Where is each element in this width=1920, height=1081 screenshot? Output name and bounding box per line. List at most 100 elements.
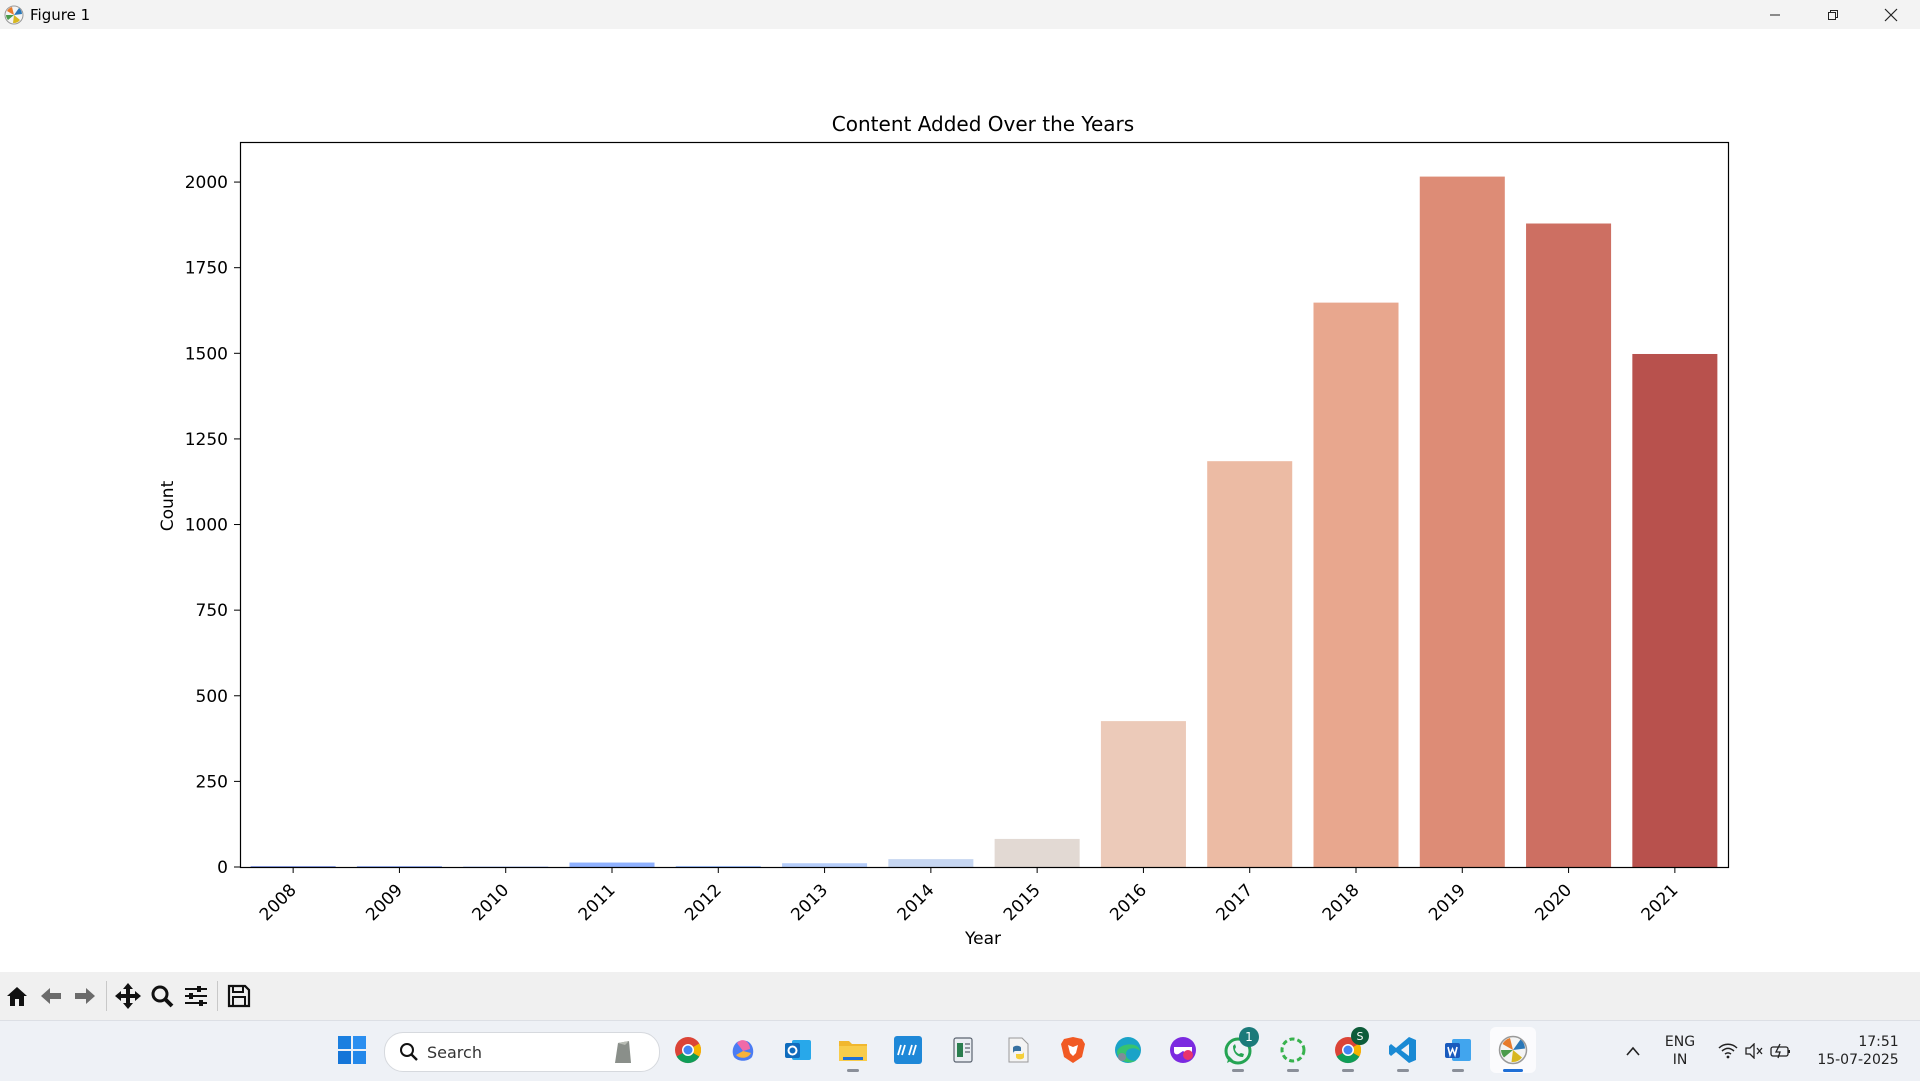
quick-settings-button[interactable] <box>1712 1021 1798 1081</box>
y-tick-label: 1750 <box>185 259 228 279</box>
toolbar-separator <box>217 981 218 1011</box>
y-tick-label: 1500 <box>185 344 228 364</box>
minimize-button[interactable] <box>1746 0 1804 29</box>
bar-2015 <box>994 838 1080 867</box>
home-icon <box>7 987 27 1006</box>
navigation-toolbar <box>0 972 1920 1020</box>
clock-time: 17:51 <box>1858 1034 1899 1050</box>
x-tick-label: 2012 <box>681 880 726 925</box>
clock-button[interactable]: 17:51 15-07-2025 <box>1810 1021 1906 1081</box>
pan-button[interactable] <box>111 979 145 1013</box>
language-code: ENG <box>1664 1034 1696 1050</box>
taskbar-vscode[interactable] <box>1380 1027 1426 1073</box>
x-tick-label: 2009 <box>362 880 407 925</box>
bar-2020 <box>1526 223 1612 868</box>
bar-2009 <box>356 866 442 867</box>
running-indicator <box>1397 1069 1409 1072</box>
chart-title: Content Added Over the Years <box>832 112 1134 136</box>
chrome-icon <box>675 1037 702 1064</box>
restore-icon <box>1828 9 1838 20</box>
matplotlib-app-icon <box>4 5 24 24</box>
word-icon <box>1445 1039 1471 1061</box>
whatsapp-badge: 1 <box>1239 1027 1259 1047</box>
figure-canvas[interactable]: Content Added Over the Years 0 250 500 750 1… <box>0 29 1920 972</box>
window-titlebar: Figure 1 <box>0 0 1920 29</box>
bar-2021 <box>1632 353 1718 867</box>
language-region: IN <box>1672 1052 1688 1068</box>
x-tick-label: 2014 <box>894 880 939 925</box>
home-button[interactable] <box>0 979 34 1013</box>
wifi-icon <box>1718 1043 1738 1059</box>
forward-arrow-icon <box>75 988 95 1004</box>
y-tick-label: 2000 <box>185 173 228 193</box>
y-tick-label: 750 <box>196 601 228 621</box>
forward-button[interactable] <box>68 979 102 1013</box>
mask-icon <box>1170 1037 1196 1063</box>
taskbar-search[interactable]: Search <box>384 1032 660 1072</box>
taskbar-brave[interactable] <box>1050 1027 1096 1073</box>
folder-icon <box>839 1041 867 1061</box>
restore-button[interactable] <box>1804 0 1862 29</box>
zoom-icon <box>151 985 174 1008</box>
close-button[interactable] <box>1862 0 1920 29</box>
language-indicator[interactable]: ENG IN <box>1660 1021 1700 1081</box>
chevron-up-icon <box>1626 1046 1640 1056</box>
bar-2011 <box>569 862 655 867</box>
bar-chart: Content Added Over the Years 0 250 500 750 1… <box>158 112 1730 949</box>
outlook-icon <box>785 1040 811 1060</box>
x-tick-label: 2015 <box>1000 880 1045 925</box>
minimize-icon <box>1770 14 1780 15</box>
taskbar-vpn[interactable] <box>1160 1027 1206 1073</box>
bar-2019 <box>1419 176 1505 867</box>
taskbar-chrome[interactable] <box>665 1027 711 1073</box>
bar-2017 <box>1207 461 1293 867</box>
taskbar-loading-app[interactable] <box>1270 1027 1316 1073</box>
bar-2012 <box>675 865 761 867</box>
notepad-icon <box>953 1037 973 1063</box>
copilot-icon <box>732 1040 754 1061</box>
configure-subplots-icon <box>185 986 207 1006</box>
x-tick-label: 2019 <box>1425 880 1470 925</box>
taskbar-whatsapp[interactable]: 1 <box>1215 1027 1261 1073</box>
matplotlib-icon <box>1498 1035 1528 1065</box>
bar-2013 <box>782 863 868 867</box>
myhp-icon <box>894 1036 922 1064</box>
taskbar-word[interactable] <box>1435 1027 1481 1073</box>
bar-2008 <box>250 866 336 867</box>
taskbar-copilot[interactable] <box>720 1027 766 1073</box>
taskbar-myhp[interactable] <box>885 1027 931 1073</box>
python-file-icon <box>1008 1037 1029 1063</box>
taskbar-edge[interactable] <box>1105 1027 1151 1073</box>
back-button[interactable] <box>34 979 68 1013</box>
toolbar-separator <box>106 981 107 1011</box>
taskbar-python[interactable] <box>995 1027 1041 1073</box>
brave-icon <box>1061 1037 1085 1063</box>
configure-subplots-button[interactable] <box>179 979 213 1013</box>
x-tick-label: 2018 <box>1319 880 1364 925</box>
zoom-button[interactable] <box>145 979 179 1013</box>
y-axis-label: Count <box>158 480 178 531</box>
taskbar-notepad[interactable] <box>940 1027 986 1073</box>
y-tick-label: 1250 <box>185 430 228 450</box>
x-tick-label: 2016 <box>1106 880 1151 925</box>
x-axis-label: Year <box>964 929 1001 949</box>
taskbar-matplotlib-figure[interactable] <box>1490 1027 1536 1073</box>
save-icon <box>227 984 251 1008</box>
taskbar-file-explorer[interactable] <box>830 1027 876 1073</box>
back-arrow-icon <box>41 988 61 1004</box>
taskbar-outlook[interactable] <box>775 1027 821 1073</box>
taskbar: Search 1 S <box>0 1020 1920 1081</box>
save-button[interactable] <box>222 979 256 1013</box>
y-tick-label: 0 <box>217 858 228 878</box>
bar-2016 <box>1100 721 1186 867</box>
vscode-icon <box>1389 1037 1416 1063</box>
show-hidden-icons-button[interactable] <box>1618 1021 1648 1081</box>
x-tick-label: 2008 <box>256 880 301 925</box>
taskbar-chrome-profile[interactable]: S <box>1325 1027 1371 1073</box>
x-tick-label: 2010 <box>469 880 514 925</box>
pan-icon <box>115 983 141 1009</box>
start-button[interactable] <box>329 1027 375 1073</box>
edge-icon <box>1115 1037 1141 1063</box>
y-tick-label: 1000 <box>185 516 228 536</box>
running-indicator <box>847 1069 859 1072</box>
